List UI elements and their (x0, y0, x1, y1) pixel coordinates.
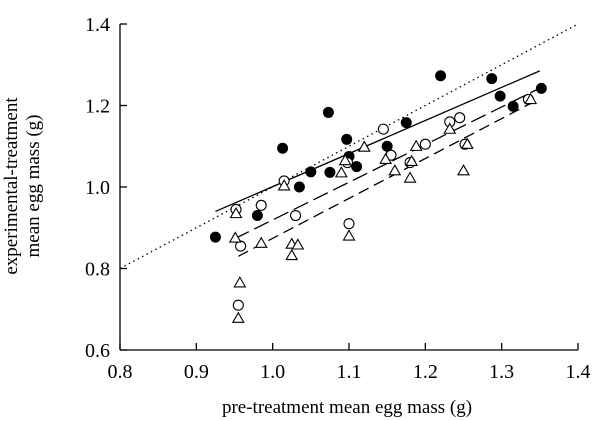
y-tick-label: 0.8 (85, 259, 110, 281)
open-circle-point (419, 138, 431, 150)
open-triangle-point (229, 206, 243, 219)
long-dash-fit-line (234, 89, 537, 240)
open-circle-point (232, 299, 244, 311)
fit-lines (119, 23, 579, 270)
open-triangle-point (334, 166, 348, 178)
x-tick-label: 1.1 (337, 361, 362, 383)
open-triangle-point (460, 137, 474, 149)
filled-circle-point (277, 142, 289, 154)
filled-circle-point (209, 231, 221, 243)
open-triangle-point (405, 154, 419, 167)
filled-circle-point (507, 100, 519, 112)
open-circle-point (454, 112, 466, 124)
x-tick-label: 1.3 (489, 361, 514, 383)
filled-circle-point (324, 166, 336, 178)
filled-circle-point (400, 117, 412, 129)
filled-circle-point (293, 181, 305, 193)
open-circle-point (290, 209, 302, 222)
x-tick-label: 0.9 (184, 361, 209, 383)
filled-circle-point (322, 106, 334, 118)
filled-circle-point (535, 82, 547, 94)
open-triangle-point (524, 92, 538, 105)
x-tick-label: 0.8 (108, 361, 133, 383)
filled-circle-point (486, 73, 498, 85)
open-triangle-point (443, 122, 457, 134)
open-triangle-point (342, 229, 356, 241)
x-tick-label: 1.2 (413, 361, 438, 383)
y-tick-label: 1.4 (85, 14, 110, 36)
filled-circle-point (305, 166, 317, 178)
y-tick-label: 0.6 (85, 340, 110, 362)
open-triangle-point (233, 276, 247, 288)
open-triangle-point (228, 231, 242, 243)
open-triangle-point (379, 152, 393, 164)
x-axis-label: pre-treatment mean egg mass (g) (222, 397, 472, 418)
y-tick-label: 1.2 (85, 96, 110, 118)
axis-labels: pre-treatment mean egg mass (g) experime… (1, 97, 472, 418)
y-axis-label-line-2: mean egg mass (g) (23, 115, 44, 258)
x-tick-label: 1.4 (566, 361, 591, 383)
open-triangle-point (285, 248, 299, 261)
filled-circle-point (351, 161, 363, 173)
open-circle-point (255, 199, 267, 211)
y-axis-label-line-1: experimental-treatment (1, 97, 22, 275)
filled-circle-point (251, 210, 263, 222)
open-triangle-point (254, 236, 268, 248)
open-triangle-point (457, 164, 470, 176)
open-triangle-point (403, 171, 417, 183)
y-tick-label: 1.0 (85, 177, 110, 199)
x-tick-label: 1.0 (260, 361, 285, 383)
open-triangle-point (409, 139, 423, 151)
open-triangle-point (277, 179, 291, 191)
dash-fit-line (238, 100, 537, 257)
open-circle-point (377, 123, 389, 135)
open-triangle-point (338, 153, 352, 166)
filled-circle-point (341, 133, 353, 145)
filled-circle-point (435, 70, 447, 82)
data-points (209, 70, 547, 323)
open-circle-point (343, 218, 355, 230)
solid-fit-line (215, 70, 541, 213)
axes: 0.8 0.9 1.0 1.1 1.2 1.3 1.40.60.81.01.21.4 (85, 14, 591, 383)
open-triangle-point (231, 311, 245, 323)
open-triangle-point (357, 140, 371, 152)
filled-circle-point (494, 90, 506, 102)
open-triangle-point (388, 164, 402, 176)
open-triangle-point (291, 238, 305, 250)
